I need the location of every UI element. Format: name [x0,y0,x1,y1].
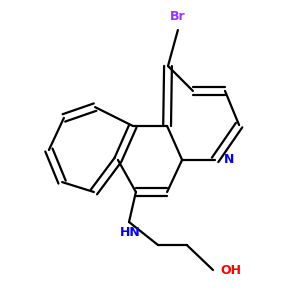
Text: HN: HN [120,226,141,239]
Text: Br: Br [170,10,186,22]
Text: N: N [224,153,234,167]
Text: OH: OH [220,263,242,277]
